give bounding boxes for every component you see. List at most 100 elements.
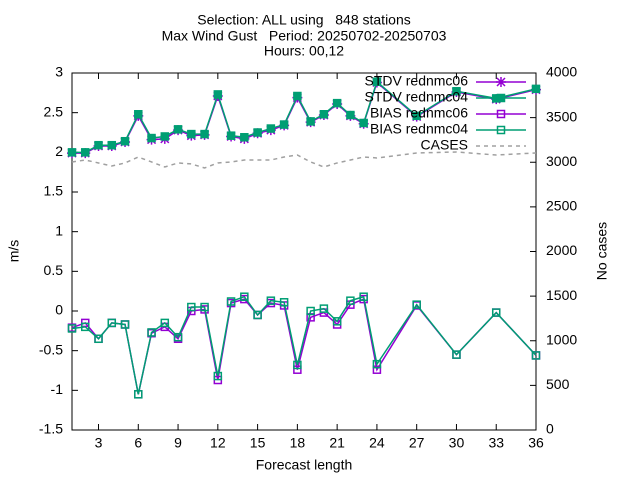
point <box>372 365 382 374</box>
point <box>412 111 421 121</box>
x-tick-label: 21 <box>329 435 345 451</box>
point <box>531 351 541 360</box>
point <box>372 359 382 369</box>
point <box>306 306 315 316</box>
point <box>279 120 289 129</box>
point <box>94 334 103 344</box>
y2-tick-label: 2000 <box>546 242 577 258</box>
y-tick-label: 1 <box>55 222 63 238</box>
point <box>147 133 156 143</box>
chart-title: Selection: ALL using 848 stations <box>197 12 411 28</box>
point <box>531 84 541 94</box>
point <box>359 118 368 128</box>
point <box>266 296 276 305</box>
point <box>306 117 315 126</box>
point <box>319 110 329 119</box>
point <box>81 322 90 332</box>
series-line <box>71 295 537 395</box>
legend-label: BIAS rednmc04 <box>370 121 468 137</box>
point <box>213 371 223 381</box>
y-tick-label: -0.5 <box>39 341 63 357</box>
point <box>332 98 342 108</box>
y-axis-label: m/s <box>6 240 22 263</box>
legend-label: STDV rednmc06 <box>365 73 469 89</box>
point <box>491 308 501 317</box>
point <box>160 318 170 328</box>
point <box>240 133 249 142</box>
y-tick-label: 0.5 <box>44 262 64 278</box>
legend-marker <box>496 93 506 103</box>
point <box>120 136 130 146</box>
x-tick-label: 24 <box>369 435 385 451</box>
point <box>319 304 329 313</box>
point <box>213 90 223 99</box>
x-tick-label: 15 <box>250 435 266 451</box>
y2-tick-label: 500 <box>546 376 570 392</box>
point <box>412 300 421 309</box>
chart-title: Hours: 00,12 <box>264 43 344 59</box>
point <box>226 131 236 140</box>
point <box>293 91 302 101</box>
point <box>240 292 249 301</box>
x-tick-label: 3 <box>95 435 103 451</box>
point <box>253 128 262 137</box>
point <box>81 148 90 157</box>
point <box>293 360 302 370</box>
legend-label: STDV rednmc04 <box>365 89 469 105</box>
x-tick-label: 12 <box>210 435 226 451</box>
point <box>279 298 289 307</box>
y-tick-label: 1.5 <box>44 183 64 199</box>
point <box>134 110 143 119</box>
legend-label: CASES <box>421 137 468 153</box>
point <box>226 297 236 306</box>
point <box>293 365 302 374</box>
point <box>67 324 77 333</box>
point <box>134 390 143 399</box>
legend-marker <box>496 125 506 135</box>
x-tick-label: 33 <box>488 435 504 451</box>
legend-marker <box>496 77 506 87</box>
point <box>200 302 209 312</box>
legend-marker <box>496 109 506 119</box>
point <box>452 350 461 359</box>
x-tick-label: 30 <box>449 435 465 451</box>
y-tick-label: -1.5 <box>39 421 63 437</box>
point <box>147 328 156 337</box>
point <box>346 296 355 305</box>
point <box>372 77 382 86</box>
x-tick-label: 6 <box>134 435 142 451</box>
y-tick-label: 3 <box>55 64 63 80</box>
y-tick-label: 2 <box>55 143 63 159</box>
series-line <box>72 80 537 154</box>
point <box>67 148 77 157</box>
y-tick-label: -1 <box>51 381 64 397</box>
x-tick-label: 9 <box>174 435 182 451</box>
x-tick-label: 36 <box>528 435 544 451</box>
x-tick-label: 27 <box>409 435 425 451</box>
point <box>266 124 276 133</box>
y2-tick-label: 3000 <box>546 153 577 169</box>
point <box>173 332 183 342</box>
point <box>94 140 103 150</box>
series-line <box>71 151 537 169</box>
x-tick-label: 18 <box>290 435 306 451</box>
y2-axis-label: No cases <box>594 222 610 280</box>
point <box>120 320 130 329</box>
y2-tick-label: 1000 <box>546 331 577 347</box>
y2-tick-label: 4000 <box>546 64 577 80</box>
y2-tick-label: 1500 <box>546 287 577 303</box>
point <box>160 132 170 141</box>
point <box>187 302 196 312</box>
y-tick-label: 2.5 <box>44 103 64 119</box>
y2-tick-label: 3500 <box>546 108 577 124</box>
y-tick-label: 0 <box>55 302 63 318</box>
x-axis-label: Forecast length <box>256 457 353 473</box>
point <box>200 129 209 139</box>
y2-tick-label: 0 <box>546 421 554 437</box>
point <box>107 140 117 150</box>
point <box>187 129 196 139</box>
point <box>346 110 355 120</box>
point <box>253 310 262 320</box>
